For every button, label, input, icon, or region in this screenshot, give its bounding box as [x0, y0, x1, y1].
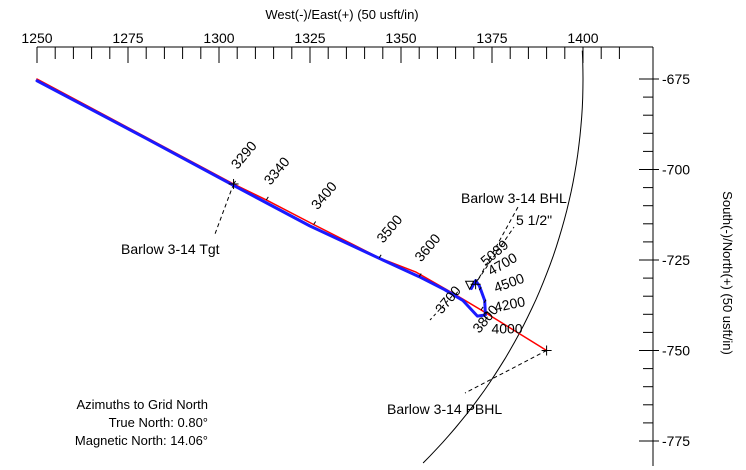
- azimuth-note-line-3: Magnetic North: 14.06°: [75, 433, 208, 448]
- md-tick: [265, 196, 269, 201]
- x-tick-label: 1300: [203, 30, 234, 46]
- y-tick-label: -675: [662, 71, 690, 87]
- target-leaders: [214, 183, 547, 394]
- md-tick: [475, 279, 479, 283]
- md-tick: [455, 291, 459, 296]
- md-tick: [313, 221, 317, 225]
- x-tick-label: 1325: [294, 30, 325, 46]
- leader-3700: [429, 295, 453, 321]
- md-label: 4000: [491, 321, 522, 337]
- y-tick-label: -750: [662, 343, 690, 359]
- x-tick-label: 1250: [21, 30, 52, 46]
- hardline-arc-path: [422, 50, 584, 464]
- md-tick: [378, 254, 382, 259]
- azimuth-note-line-1: Azimuths to Grid North: [77, 397, 209, 412]
- md-label: 3290: [228, 138, 260, 172]
- azimuth-note-line-2: True North: 0.80°: [109, 415, 208, 430]
- md-label: 3400: [308, 178, 340, 212]
- target-label-bhl: Barlow 3-14 BHL: [461, 190, 567, 206]
- md-label: 3500: [373, 211, 405, 245]
- leader-bhl: [475, 206, 519, 285]
- casing-point-icon: [464, 280, 475, 291]
- md-label: 3600: [411, 230, 443, 264]
- md-tick: [478, 286, 482, 291]
- md-tick: [233, 180, 236, 185]
- md-tick: [485, 316, 488, 321]
- x-tick-label: 1275: [112, 30, 143, 46]
- md-tick: [418, 273, 422, 277]
- md-tick: [483, 299, 487, 303]
- leader-tgt: [214, 183, 235, 235]
- axes: 1250 1275 1300 1325 1350 1375 1400 -675 -700 -725…: [21, 30, 690, 466]
- x-axis-title: West(-)/East(+) (50 usft/in): [265, 7, 418, 22]
- x-tick-label: 1375: [476, 30, 507, 46]
- hardline-arc: [422, 50, 584, 464]
- y-tick-label: -775: [662, 433, 690, 449]
- actual-wellpath-line: [35, 79, 487, 318]
- target-label-pbhl: Barlow 3-14 PBHL: [387, 401, 502, 417]
- series: [35, 78, 548, 352]
- y-tick-label: -725: [662, 252, 690, 268]
- casing-label: 5 1/2": [516, 212, 552, 228]
- md-tick: [480, 306, 484, 311]
- measured-depth-labels: 3290 334034003500360037003800400042004500…: [228, 138, 527, 337]
- md-label: 3340: [260, 154, 292, 188]
- md-label: 4200: [493, 293, 527, 315]
- target-markers: [228, 178, 552, 356]
- leader-casing: [477, 226, 515, 281]
- target-label-tgt: Barlow 3-14 Tgt: [121, 241, 220, 257]
- leader-pbhl: [464, 350, 547, 394]
- x-tick-label: 1350: [385, 30, 416, 46]
- y-tick-label: -700: [662, 162, 690, 178]
- x-tick-label: 1400: [567, 30, 598, 46]
- md-tick: [485, 311, 488, 315]
- y-axis-title: South(-)/North(+) (50 usft/in): [720, 191, 735, 355]
